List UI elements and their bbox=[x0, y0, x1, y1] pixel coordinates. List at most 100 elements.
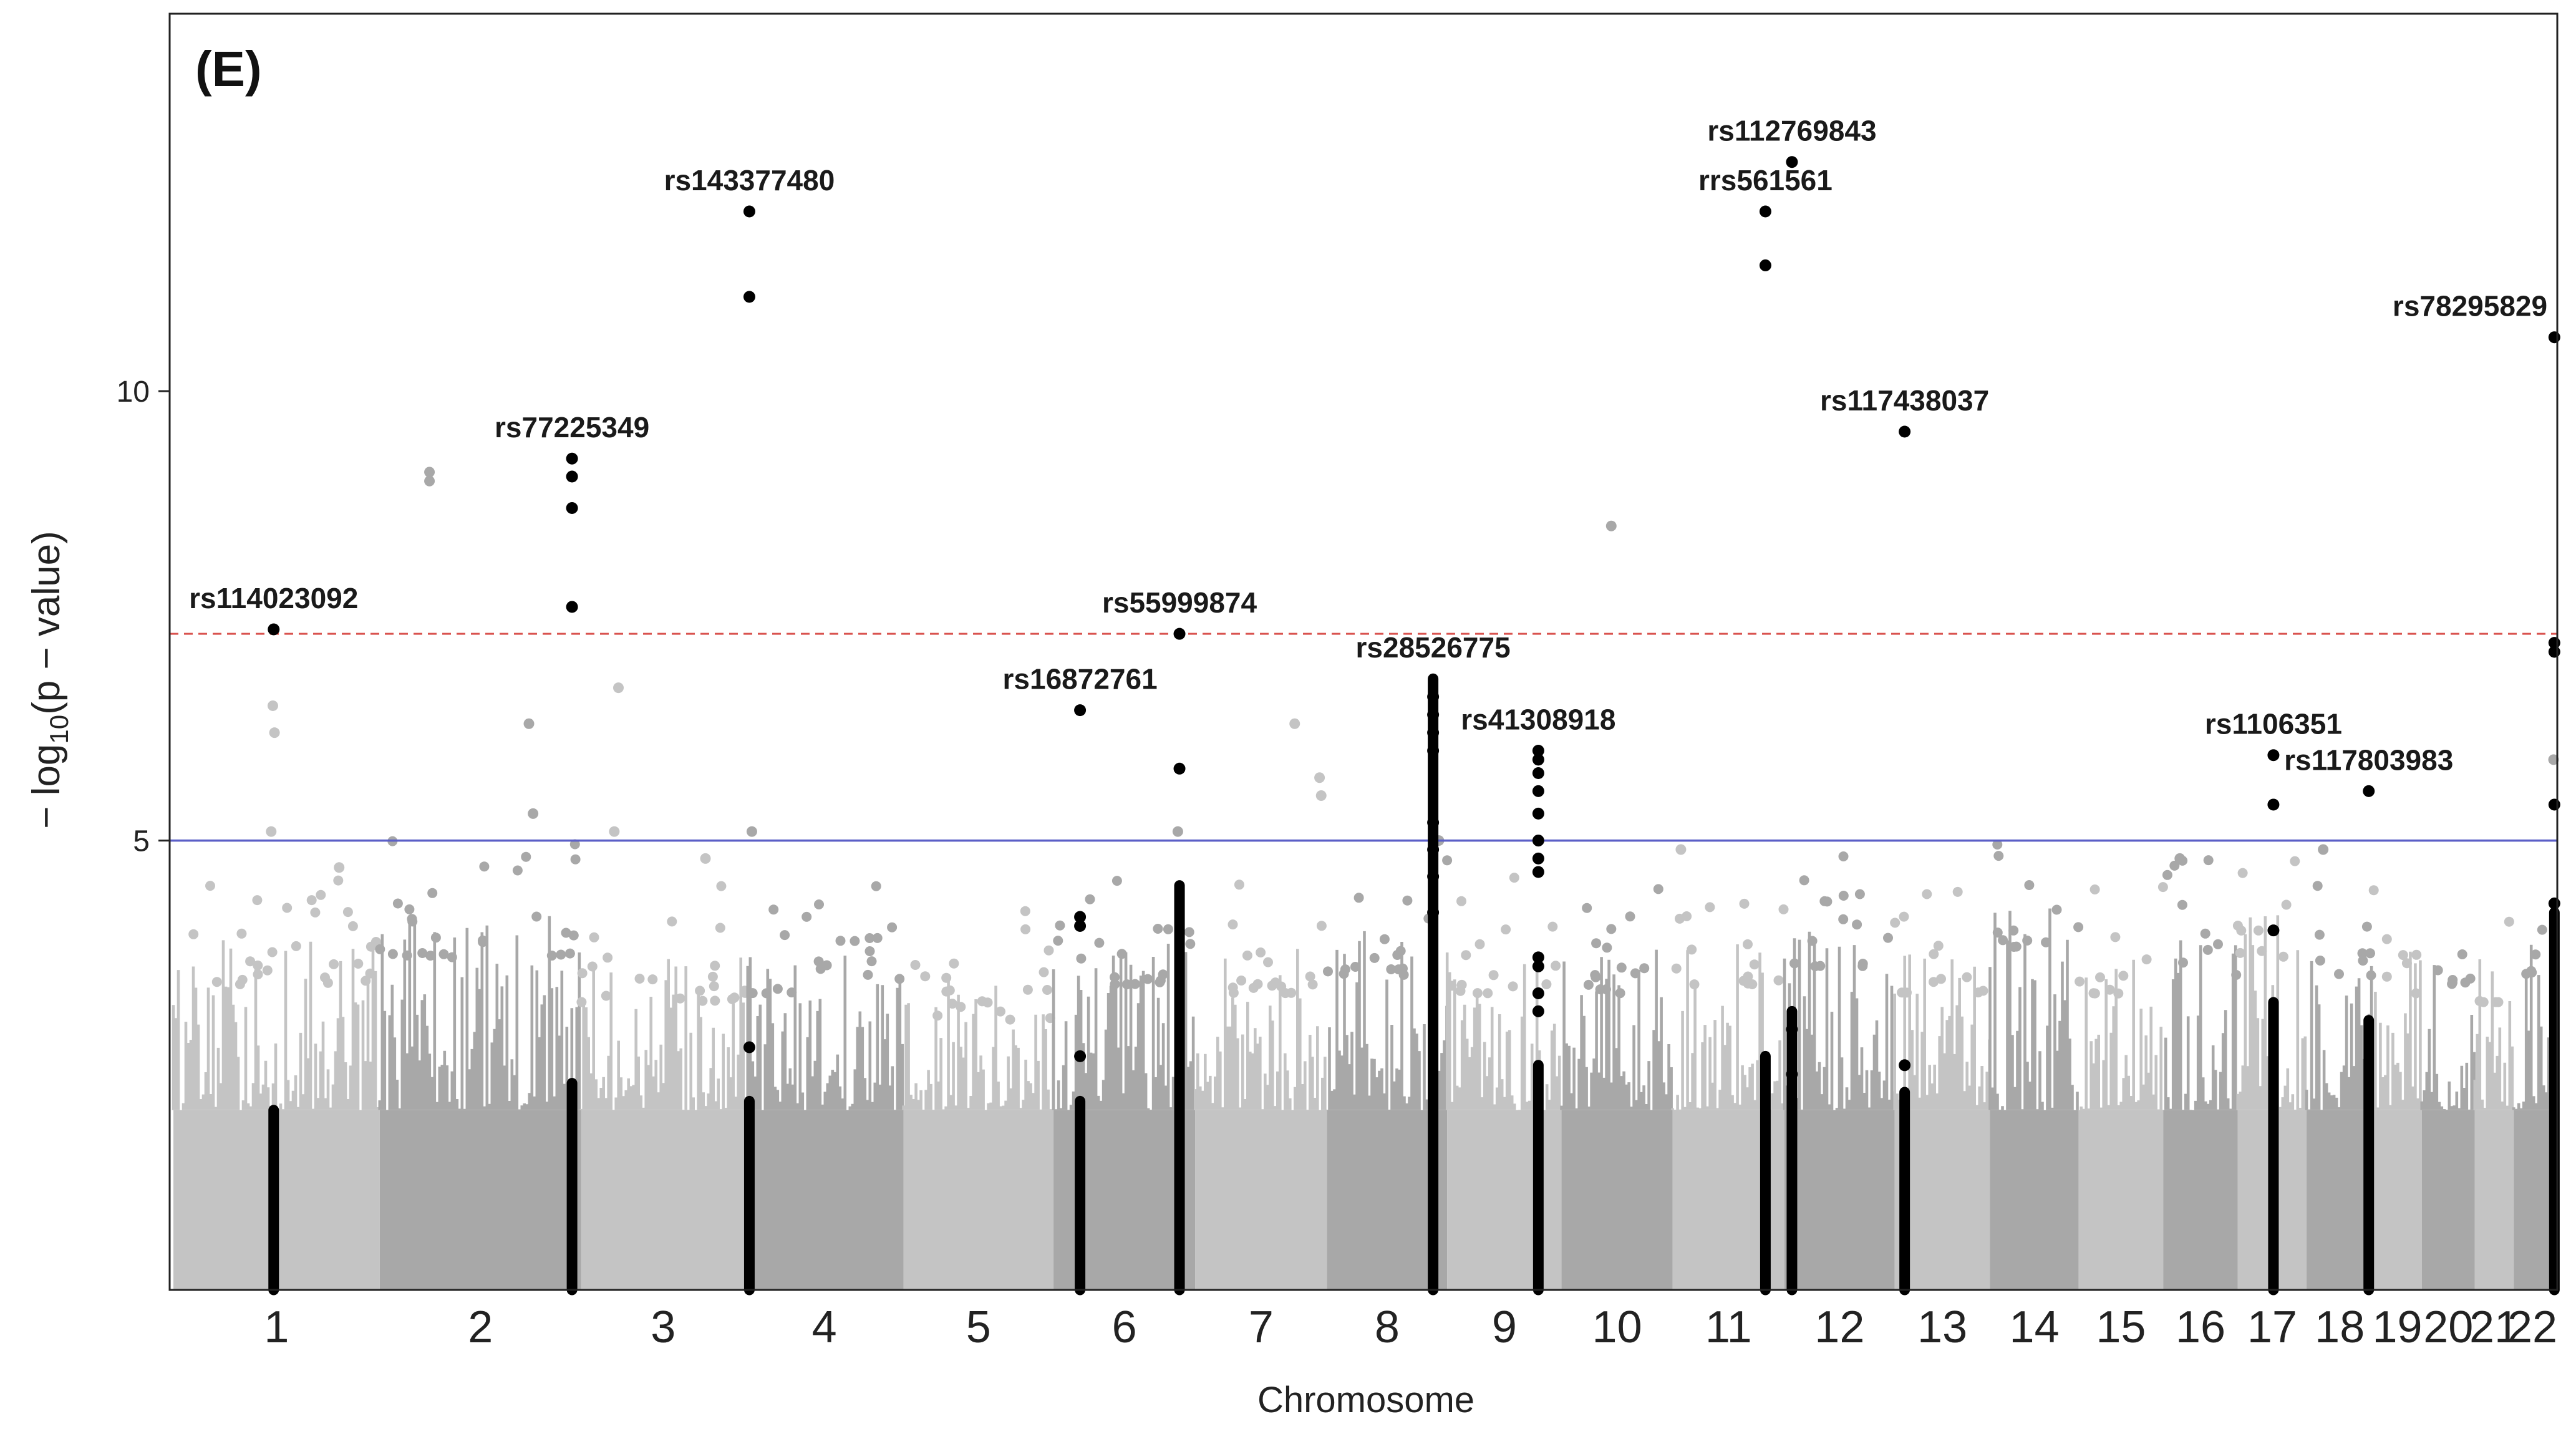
highlight-point-chr8-5 bbox=[1427, 843, 1440, 856]
background-point bbox=[2448, 977, 2457, 988]
x-tick-label-chr3: 3 bbox=[651, 1302, 675, 1352]
background-point bbox=[941, 972, 952, 983]
chromosome-4-points bbox=[743, 881, 905, 1290]
background-point bbox=[1705, 902, 1715, 913]
background-point bbox=[2315, 956, 2325, 966]
background-point bbox=[2235, 947, 2245, 958]
background-point bbox=[1022, 984, 1033, 995]
x-tick-label-chr6: 6 bbox=[1112, 1302, 1137, 1352]
background-point bbox=[556, 949, 566, 960]
background-point bbox=[2457, 949, 2467, 959]
background-point bbox=[801, 911, 812, 922]
highlight-point-chr6-2 bbox=[1074, 919, 1087, 932]
background-point bbox=[447, 952, 457, 962]
background-point bbox=[245, 956, 256, 967]
x-tick-label-chr10: 10 bbox=[1592, 1302, 1642, 1352]
background-point bbox=[1998, 935, 2008, 946]
background-point bbox=[2361, 921, 2372, 932]
background-point bbox=[1323, 966, 1333, 977]
highlight-point-chr22-2 bbox=[2548, 646, 2560, 658]
chromosome-18-points bbox=[2305, 881, 2376, 1290]
background-point bbox=[235, 979, 245, 989]
snp-label-rs117438037: rs117438037 bbox=[1820, 384, 1989, 417]
background-point bbox=[956, 1002, 966, 1012]
chromosome-15-dense-region bbox=[2078, 1110, 2164, 1290]
background-point bbox=[1739, 898, 1750, 909]
background-point bbox=[727, 994, 737, 1004]
x-axis-title: Chromosome bbox=[1257, 1380, 1474, 1420]
background-point bbox=[2381, 934, 2392, 944]
background-point bbox=[1461, 950, 1471, 961]
background-point bbox=[813, 956, 824, 967]
chromosome-3-points bbox=[576, 881, 750, 1290]
background-point bbox=[1143, 974, 1153, 984]
background-point bbox=[252, 895, 263, 906]
background-point bbox=[205, 881, 215, 891]
background-point bbox=[2089, 884, 2100, 894]
background-point bbox=[564, 948, 575, 959]
background-point bbox=[1992, 928, 2003, 938]
chromosome-19-dense-region bbox=[2373, 1110, 2422, 1290]
x-tick-label-chr15: 15 bbox=[2096, 1302, 2146, 1352]
background-point bbox=[1508, 981, 1518, 992]
background-point bbox=[1625, 911, 1635, 922]
background-point bbox=[768, 904, 779, 915]
background-point bbox=[342, 907, 353, 918]
background-point bbox=[2024, 880, 2035, 890]
background-point bbox=[710, 995, 720, 1006]
background-point bbox=[1952, 886, 1963, 897]
background-point bbox=[2231, 970, 2242, 980]
background-point bbox=[2257, 946, 2267, 956]
snp-label-rs16872761: rs16872761 bbox=[1003, 663, 1158, 695]
highlight-point-chr13-1 bbox=[1899, 1059, 1911, 1072]
x-tick-label-chr22: 22 bbox=[2507, 1302, 2557, 1352]
background-point bbox=[402, 950, 412, 961]
snp-label-rs143377480: rs143377480 bbox=[664, 164, 835, 196]
background-point bbox=[365, 968, 375, 979]
background-point bbox=[1810, 961, 1821, 972]
background-point bbox=[864, 946, 875, 956]
highlight-point-chr6-0 bbox=[1173, 627, 1186, 640]
highlight-point-chr6-0 bbox=[1074, 704, 1087, 717]
scattered-point-0 bbox=[267, 700, 278, 711]
background-point bbox=[546, 951, 557, 961]
background-point bbox=[1472, 988, 1483, 999]
background-point bbox=[1541, 979, 1552, 989]
background-point bbox=[1973, 987, 1983, 998]
background-point bbox=[425, 951, 436, 961]
background-point bbox=[2177, 899, 2187, 910]
chromosome-3-dense-region bbox=[581, 1110, 745, 1290]
highlight-point-chr11-1 bbox=[1759, 259, 1771, 271]
background-point bbox=[1227, 919, 1238, 930]
highlight-point-chr13-0 bbox=[1899, 425, 1911, 438]
scattered-point-19 bbox=[2174, 853, 2186, 864]
background-point bbox=[1005, 1014, 1015, 1025]
scattered-point-14 bbox=[1314, 772, 1325, 783]
background-point bbox=[1185, 939, 1196, 949]
highlight-point-chr12-2 bbox=[1786, 1068, 1798, 1080]
background-point bbox=[887, 922, 898, 932]
chromosome-5-dense-region bbox=[903, 1110, 1054, 1290]
background-point bbox=[1043, 945, 1054, 956]
chromosome-21-ragged-top bbox=[2473, 959, 2514, 1110]
background-point bbox=[894, 974, 905, 984]
background-point bbox=[310, 907, 321, 918]
background-point bbox=[2312, 881, 2323, 891]
highlight-point-chr9-8 bbox=[1532, 951, 1544, 964]
background-point bbox=[747, 988, 758, 999]
background-point bbox=[1076, 953, 1087, 964]
background-point bbox=[568, 930, 579, 941]
background-point bbox=[1819, 896, 1830, 906]
highlight-point-chr11-0 bbox=[1759, 205, 1771, 218]
snp-labels-layer: rs114023092 rs77225349 rs143377480 rs168727… bbox=[189, 115, 2547, 777]
chromosome-7-dense-region bbox=[1195, 1110, 1327, 1290]
background-point bbox=[716, 881, 727, 891]
background-point bbox=[2281, 899, 2292, 910]
background-point bbox=[920, 971, 931, 982]
background-point bbox=[2073, 922, 2084, 932]
scattered-point-4 bbox=[424, 467, 435, 478]
background-point bbox=[1509, 873, 1519, 883]
background-point bbox=[821, 960, 832, 971]
background-point bbox=[1838, 891, 1849, 901]
